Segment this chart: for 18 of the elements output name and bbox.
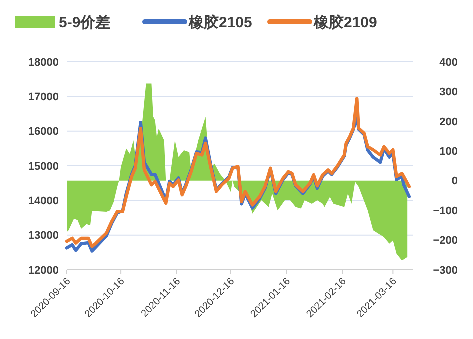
y-tick-label: 15000 xyxy=(28,160,59,173)
y2-tick-label: 200 xyxy=(440,116,458,128)
legend-label: 橡胶2109 xyxy=(313,13,378,32)
y-tick-label: 16000 xyxy=(28,126,59,138)
y2-tick-label: −200 xyxy=(433,235,458,248)
legend-label: 5-9价差 xyxy=(59,14,111,32)
y-tick-label: 13000 xyxy=(28,230,59,242)
y2-tick-label: 0 xyxy=(452,176,458,188)
y2-tick-label: 300 xyxy=(440,86,458,99)
legend-label: 橡胶2105 xyxy=(188,13,252,32)
y-tick-label: 18000 xyxy=(28,56,59,69)
y2-tick-label: 400 xyxy=(440,56,458,69)
y-tick-label: 12000 xyxy=(28,264,59,277)
y2-tick-label: 100 xyxy=(440,146,458,158)
y2-tick-label: −300 xyxy=(433,264,458,277)
y2-tick-label: −100 xyxy=(433,205,458,218)
y-tick-label: 17000 xyxy=(28,92,59,104)
y-tick-label: 14000 xyxy=(28,196,59,208)
